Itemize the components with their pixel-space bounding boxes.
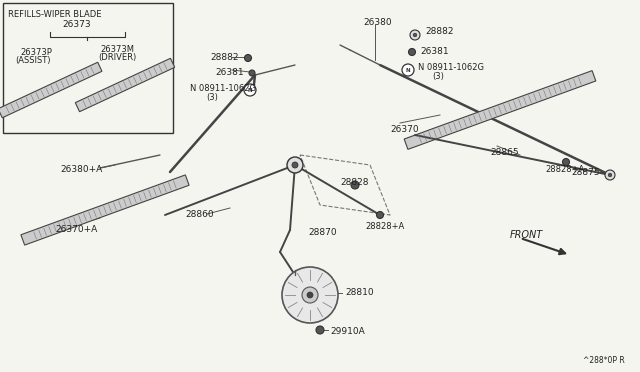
Circle shape: [608, 173, 612, 177]
Circle shape: [563, 158, 570, 166]
Circle shape: [287, 157, 303, 173]
Text: 26381: 26381: [215, 68, 244, 77]
Text: 26373M: 26373M: [100, 45, 134, 54]
Circle shape: [292, 162, 298, 168]
Text: 28870: 28870: [308, 228, 337, 237]
Polygon shape: [0, 62, 102, 118]
Text: 26370+A: 26370+A: [55, 225, 97, 234]
Circle shape: [351, 181, 359, 189]
Text: N 08911-1062G: N 08911-1062G: [190, 84, 256, 93]
Text: 29910A: 29910A: [330, 327, 365, 336]
Text: 26380+A: 26380+A: [60, 165, 102, 174]
Text: 28828: 28828: [340, 178, 369, 187]
Text: 28882: 28882: [425, 27, 454, 36]
Text: N: N: [248, 87, 252, 93]
Circle shape: [376, 212, 383, 218]
Polygon shape: [21, 175, 189, 245]
Text: 26373P: 26373P: [20, 48, 52, 57]
Text: N: N: [406, 67, 410, 73]
Circle shape: [605, 170, 615, 180]
Text: 28865: 28865: [490, 148, 518, 157]
Circle shape: [244, 55, 252, 61]
Text: 28810: 28810: [345, 288, 374, 297]
Text: ^288*0P R: ^288*0P R: [583, 356, 625, 365]
Circle shape: [244, 84, 256, 96]
Text: 28860: 28860: [185, 210, 214, 219]
Text: 28828+A: 28828+A: [365, 222, 404, 231]
Text: N 08911-1062G: N 08911-1062G: [418, 63, 484, 72]
Text: 26380: 26380: [363, 18, 392, 27]
Circle shape: [408, 48, 415, 55]
Text: 26373: 26373: [62, 20, 91, 29]
Text: 28828+A: 28828+A: [545, 165, 584, 174]
Text: 26381: 26381: [420, 47, 449, 56]
Text: (ASSIST): (ASSIST): [15, 56, 51, 65]
Text: (3): (3): [432, 72, 444, 81]
Text: (3): (3): [206, 93, 218, 102]
Text: 28882: 28882: [210, 53, 239, 62]
Circle shape: [249, 70, 255, 76]
Polygon shape: [76, 58, 175, 112]
Circle shape: [316, 326, 324, 334]
Circle shape: [282, 267, 338, 323]
FancyBboxPatch shape: [3, 3, 173, 133]
Circle shape: [410, 30, 420, 40]
Polygon shape: [404, 71, 596, 150]
Circle shape: [307, 292, 313, 298]
Text: 28875: 28875: [572, 168, 600, 177]
Text: (DRIVER): (DRIVER): [98, 53, 136, 62]
Text: REFILLS-WIPER BLADE: REFILLS-WIPER BLADE: [8, 10, 102, 19]
Circle shape: [402, 64, 414, 76]
Text: 26370: 26370: [390, 125, 419, 134]
Text: FRONT: FRONT: [510, 230, 543, 240]
Circle shape: [302, 287, 318, 303]
Circle shape: [413, 33, 417, 37]
